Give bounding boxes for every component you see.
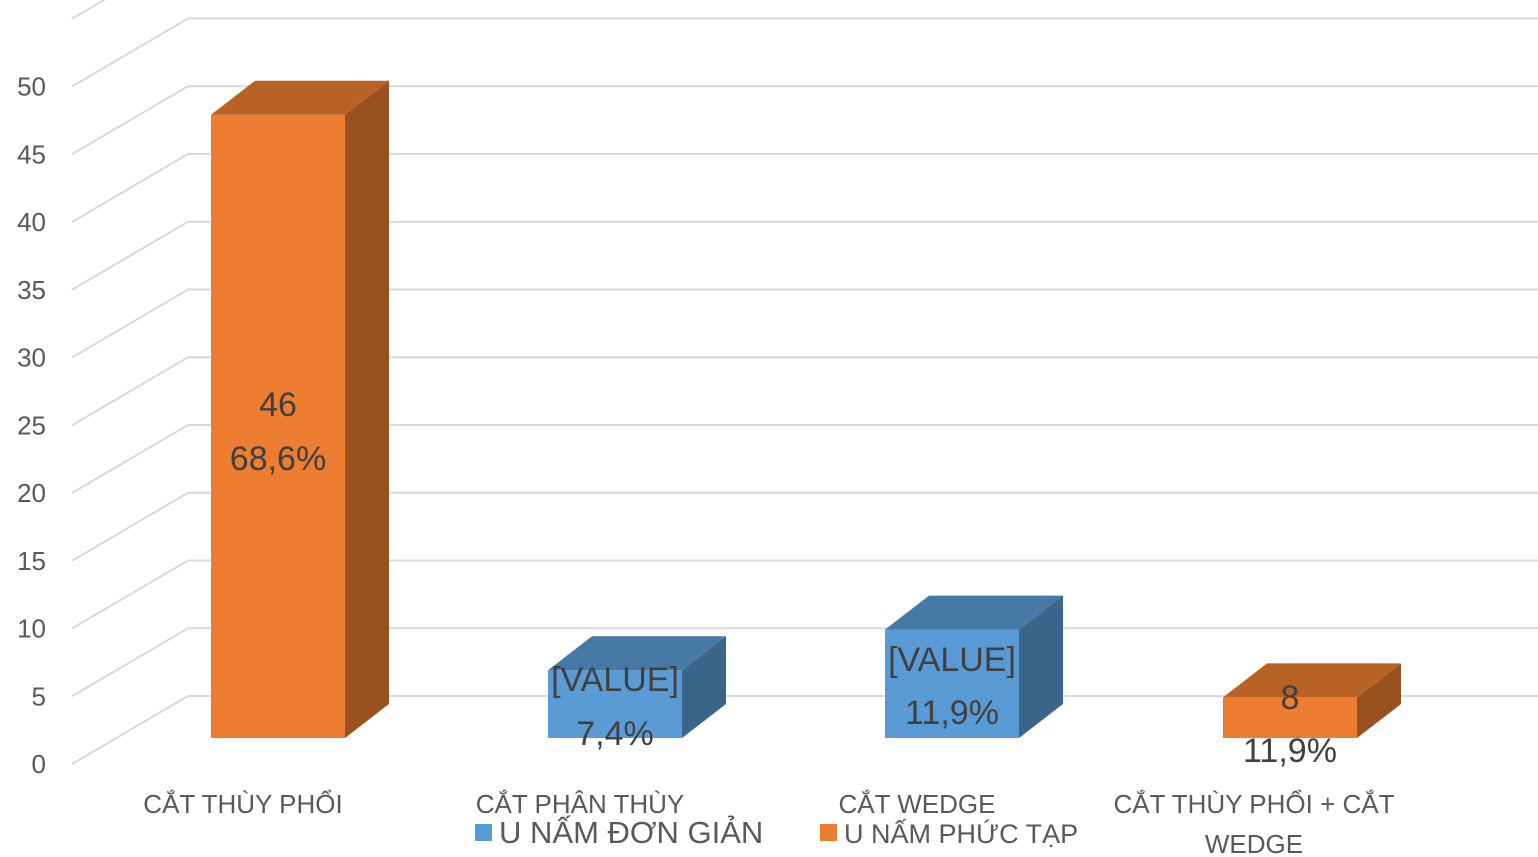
data-label-percent: 68,6%: [230, 440, 326, 478]
legend-label: U NẤM PHỨC TẠP: [844, 818, 1078, 849]
data-label-value: 8: [1281, 679, 1300, 717]
y-tick-label: 5: [32, 681, 46, 711]
y-tick-label: 15: [17, 546, 46, 576]
legend-label: U NẤM ĐƠN GIẢN: [499, 815, 763, 850]
bar-side: [1357, 663, 1401, 738]
legend: U NẤM ĐƠN GIẢN U NẤM PHỨC TẠP: [475, 815, 1078, 850]
gridline-depth: [71, 627, 189, 698]
bar-simple-1: [548, 636, 726, 738]
bar-side: [1019, 595, 1063, 738]
y-tick-label: 50: [17, 72, 46, 102]
y-axis-ticks: 0 5 10 15 20 25 30 35 40 45 50: [17, 72, 46, 780]
bar-front: [211, 114, 345, 738]
data-label-percent: 11,9%: [905, 694, 999, 732]
y-tick-label: 0: [32, 749, 46, 779]
data-label-value: [VALUE]: [551, 661, 679, 699]
gridline-depth: [71, 85, 189, 156]
bar-front: [1223, 697, 1357, 738]
data-label-value: 46: [259, 386, 297, 424]
bar-complex-0: [211, 80, 389, 738]
bar-top: [885, 595, 1063, 630]
data-label-percent: 7,4%: [576, 715, 654, 753]
category-label: CẮT PHÂN THÙY: [476, 789, 685, 819]
gridline-depth: [71, 220, 189, 291]
y-tick-label: 35: [17, 275, 46, 305]
bar-front: [548, 670, 682, 738]
bar-front: [885, 629, 1019, 738]
gridline-depth: [71, 356, 189, 427]
legend-swatch: [475, 824, 492, 841]
legend-item: U NẤM ĐƠN GIẢN: [475, 815, 763, 850]
y-tick-label: 40: [17, 207, 46, 237]
bars: [211, 80, 1401, 738]
y-tick-label: 20: [17, 478, 46, 508]
bar-top: [211, 80, 389, 115]
gridline-depth: [71, 559, 189, 630]
y-tick-label: 45: [17, 139, 46, 169]
gridline-depth: [71, 695, 189, 765]
y-tick-label: 25: [17, 410, 46, 440]
category-label: CẮT THÙY PHỔI: [143, 789, 342, 819]
y-tick-label: 30: [17, 343, 46, 373]
bar-simple-2: [885, 595, 1063, 738]
bar-side: [682, 636, 726, 738]
category-labels: CẮT THÙY PHỔI CẮT PHÂN THÙY CẮT WEDGE CẮT T…: [143, 789, 1394, 857]
y-tick-label: 10: [17, 614, 46, 644]
bar-complex-3: [1223, 663, 1401, 738]
gridlines: [71, 0, 1538, 765]
gridline-depth: [71, 17, 189, 88]
bar-top: [548, 636, 726, 671]
category-label: CẮT WEDGE: [839, 789, 996, 819]
gridline-depth: [71, 424, 189, 494]
category-label: CẮT THÙY PHỔI + CẮT: [1113, 789, 1394, 819]
data-label-percent: 11,9%: [1243, 732, 1337, 770]
bar-top: [1223, 663, 1401, 698]
gridline-depth: [71, 153, 189, 223]
gridline-depth: [71, 0, 106, 20]
category-label: WEDGE: [1205, 829, 1303, 857]
legend-swatch: [820, 824, 837, 841]
data-label-value: [VALUE]: [888, 641, 1016, 679]
gridline-depth: [71, 491, 189, 562]
legend-item: U NẤM PHỨC TẠP: [820, 818, 1078, 849]
gridline-depth: [71, 288, 189, 359]
data-labels: 46 68,6% [VALUE] 7,4% [VALUE] 11,9% 8 11,9%: [230, 386, 1337, 770]
bar-side: [345, 80, 389, 738]
